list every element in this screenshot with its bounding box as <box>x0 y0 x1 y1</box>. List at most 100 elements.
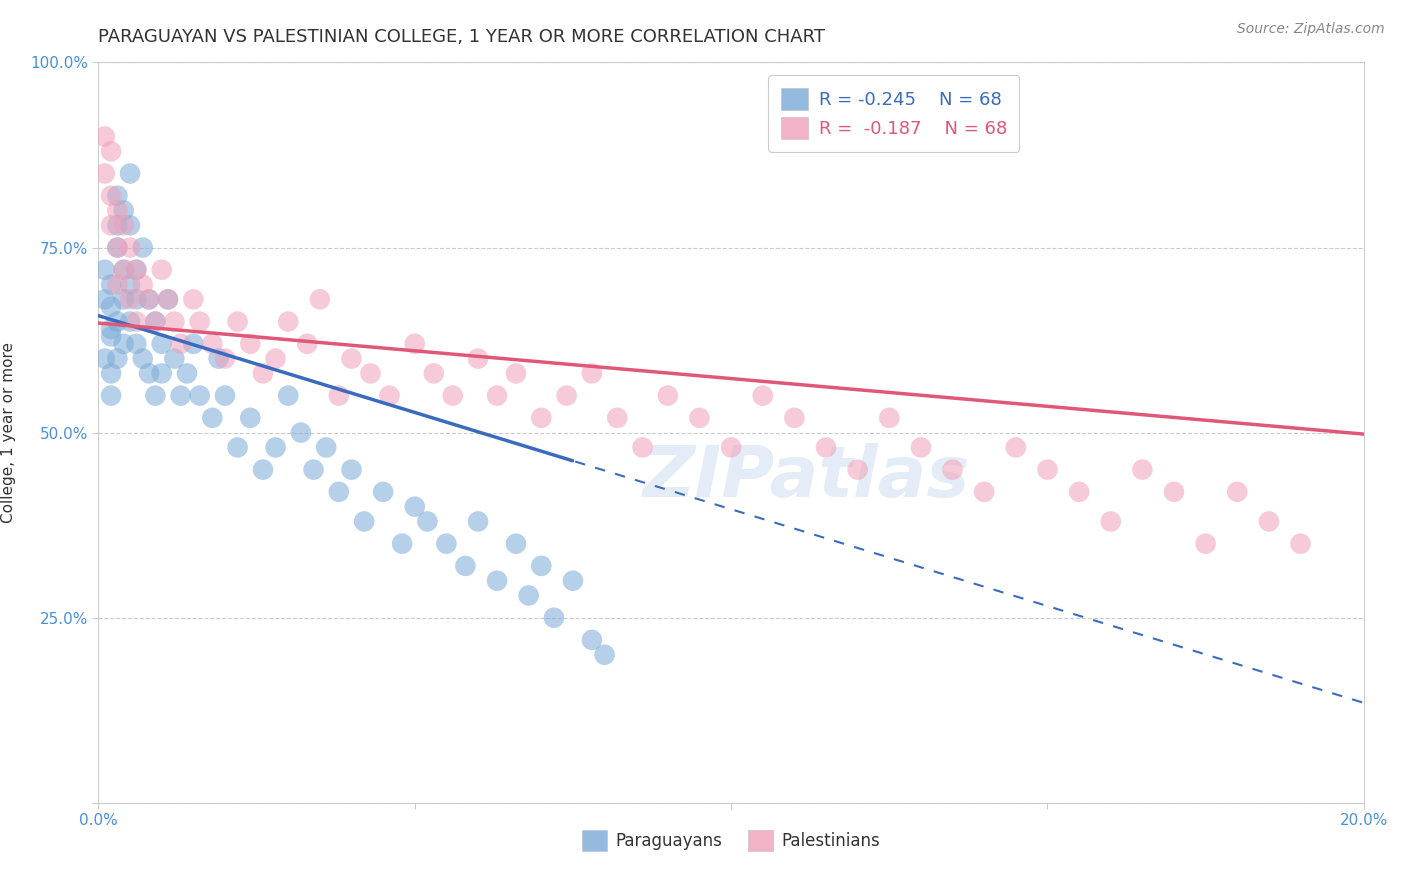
Point <box>100 277 122 292</box>
Point <box>201 410 224 425</box>
Point <box>145 314 166 328</box>
Point <box>93 166 117 180</box>
Point <box>422 367 444 381</box>
Point <box>120 314 141 328</box>
Point <box>107 314 129 328</box>
Point <box>593 648 616 662</box>
Point <box>176 367 198 381</box>
Point <box>720 441 742 455</box>
Point <box>93 129 117 144</box>
Point <box>942 462 965 476</box>
Point <box>783 410 806 425</box>
Point <box>125 262 148 277</box>
Point <box>183 336 205 351</box>
Point <box>112 203 135 218</box>
Point <box>120 219 141 233</box>
Point <box>1226 484 1249 499</box>
Point <box>467 351 489 366</box>
Point <box>100 219 122 233</box>
Point <box>441 388 464 402</box>
Point <box>100 388 122 402</box>
Text: PARAGUAYAN VS PALESTINIAN COLLEGE, 1 YEAR OR MORE CORRELATION CHART: PARAGUAYAN VS PALESTINIAN COLLEGE, 1 YEA… <box>98 28 825 45</box>
Point <box>1257 515 1279 529</box>
Point <box>631 441 654 455</box>
Point <box>100 145 122 159</box>
Point <box>391 536 413 550</box>
Point <box>252 367 274 381</box>
Point <box>555 388 578 402</box>
Point <box>120 293 141 307</box>
Point <box>157 293 180 307</box>
Point <box>107 188 129 202</box>
Point <box>1130 462 1153 476</box>
Point <box>112 219 135 233</box>
Point <box>517 589 540 603</box>
Point <box>277 314 299 328</box>
Point <box>132 240 155 255</box>
Point <box>910 441 932 455</box>
Point <box>214 388 236 402</box>
Point <box>252 462 274 476</box>
Point <box>581 367 603 381</box>
Point <box>328 484 350 499</box>
Point <box>657 388 679 402</box>
Point <box>145 388 166 402</box>
Text: ZIPatlas: ZIPatlas <box>644 442 970 511</box>
Point <box>169 336 191 351</box>
Point <box>163 314 186 328</box>
Point <box>120 240 141 255</box>
Point <box>328 388 350 402</box>
Legend: Paraguayans, Palestinians: Paraguayans, Palestinians <box>576 823 886 857</box>
Point <box>145 314 166 328</box>
Point <box>125 336 148 351</box>
Point <box>688 410 710 425</box>
Point <box>371 484 394 499</box>
Point <box>340 462 363 476</box>
Point <box>404 336 426 351</box>
Point <box>169 388 191 402</box>
Point <box>188 388 211 402</box>
Point <box>163 351 186 366</box>
Point <box>814 441 837 455</box>
Point <box>93 293 117 307</box>
Point <box>239 336 262 351</box>
Point <box>1194 536 1216 550</box>
Point <box>112 262 135 277</box>
Point <box>93 262 117 277</box>
Point <box>359 367 381 381</box>
Point <box>107 277 129 292</box>
Point <box>120 166 141 180</box>
Point <box>226 314 249 328</box>
Point <box>132 351 155 366</box>
Point <box>201 336 224 351</box>
Point <box>150 262 173 277</box>
Point <box>1099 515 1122 529</box>
Point <box>112 293 135 307</box>
Point <box>264 441 287 455</box>
Point <box>157 293 180 307</box>
Point <box>297 336 319 351</box>
Y-axis label: College, 1 year or more: College, 1 year or more <box>1 343 15 523</box>
Point <box>226 441 249 455</box>
Point <box>378 388 401 402</box>
Point <box>100 329 122 343</box>
Point <box>183 293 205 307</box>
Point <box>290 425 312 440</box>
Point <box>315 441 337 455</box>
Point <box>125 262 148 277</box>
Point <box>188 314 211 328</box>
Point <box>100 188 122 202</box>
Point <box>264 351 287 366</box>
Point <box>107 351 129 366</box>
Point <box>107 203 129 218</box>
Point <box>436 536 458 550</box>
Point <box>100 367 122 381</box>
Point <box>107 240 129 255</box>
Point <box>107 219 129 233</box>
Point <box>486 388 509 402</box>
Point <box>581 632 603 647</box>
Point <box>112 336 135 351</box>
Point <box>302 462 325 476</box>
Point <box>1004 441 1026 455</box>
Point <box>751 388 773 402</box>
